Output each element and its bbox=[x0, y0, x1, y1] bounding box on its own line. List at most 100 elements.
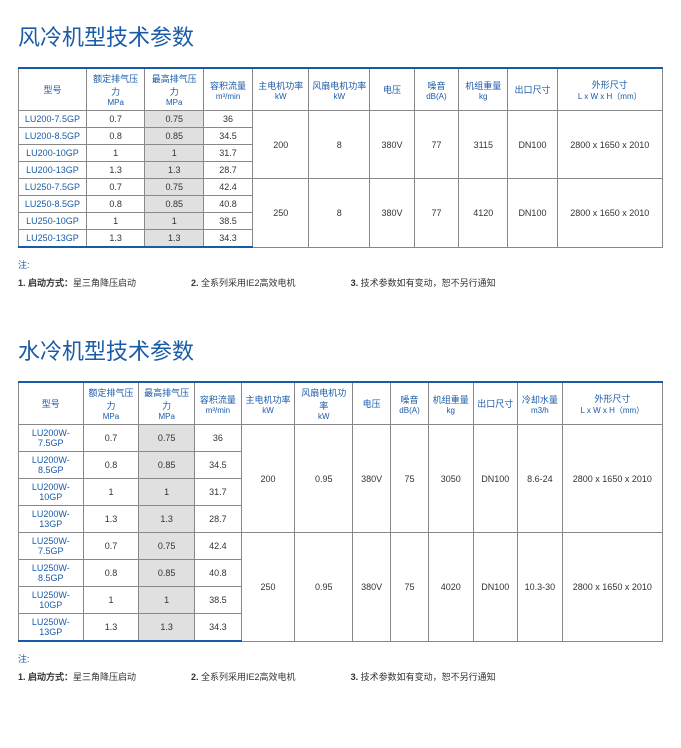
col-header: 风扇电机功率kW bbox=[309, 68, 370, 111]
cell-rated: 0.8 bbox=[86, 128, 145, 145]
cell-rated: 1 bbox=[83, 587, 139, 614]
cell-model: LU200-13GP bbox=[19, 162, 87, 179]
cell-model: LU250W-7.5GP bbox=[19, 533, 84, 560]
cell-flow: 42.4 bbox=[203, 179, 252, 196]
cell-size: 2800 x 1650 x 2010 bbox=[562, 425, 662, 533]
cell-flow: 34.3 bbox=[195, 614, 242, 642]
col-header: 电压 bbox=[353, 382, 391, 425]
table-row: LU200W-7.5GP0.70.75362000.95380V753050DN… bbox=[19, 425, 663, 452]
cell-model: LU250-10GP bbox=[19, 213, 87, 230]
cell-max: 0.75 bbox=[139, 425, 195, 452]
cell-voltage: 380V bbox=[353, 425, 391, 533]
water-cooled-table: 型号额定排气压力MPa最高排气压力MPa容积流量m³/min主电机功率kW风扇电… bbox=[18, 381, 663, 642]
note-item: 3. 技术参数如有变动，恕不另行通知 bbox=[351, 276, 496, 289]
air-cooled-title: 风冷机型技术参数 bbox=[18, 20, 663, 52]
cell-rated: 0.8 bbox=[83, 560, 139, 587]
cell-max: 0.85 bbox=[139, 452, 195, 479]
cell-rated: 0.8 bbox=[83, 452, 139, 479]
cell-flow: 34.3 bbox=[203, 230, 252, 248]
cell-max: 1.3 bbox=[145, 230, 204, 248]
col-header: 噪音dB(A) bbox=[391, 382, 429, 425]
cell-flow: 38.5 bbox=[203, 213, 252, 230]
cell-noise: 75 bbox=[391, 425, 429, 533]
cell-outlet: DN100 bbox=[473, 533, 518, 642]
cell-max: 0.75 bbox=[145, 111, 204, 128]
col-header: 外形尺寸L x W x H（mm） bbox=[557, 68, 662, 111]
cell-max: 0.75 bbox=[145, 179, 204, 196]
water-cooled-section: 水冷机型技术参数 型号额定排气压力MPa最高排气压力MPa容积流量m³/min主… bbox=[18, 334, 663, 683]
cell-flow: 40.8 bbox=[203, 196, 252, 213]
col-header: 型号 bbox=[19, 68, 87, 111]
cell-voltage: 380V bbox=[353, 533, 391, 642]
col-header: 外形尺寸L x W x H（mm） bbox=[562, 382, 662, 425]
cell-fan-power: 0.95 bbox=[295, 533, 353, 642]
cell-outlet: DN100 bbox=[508, 111, 557, 179]
note-item: 3. 技术参数如有变动，恕不另行通知 bbox=[351, 670, 496, 683]
col-header: 风扇电机功率kW bbox=[295, 382, 353, 425]
cell-weight: 4020 bbox=[428, 533, 473, 642]
cell-flow: 31.7 bbox=[195, 479, 242, 506]
cell-rated: 1 bbox=[86, 213, 145, 230]
cell-flow: 38.5 bbox=[195, 587, 242, 614]
col-header: 容积流量m³/min bbox=[203, 68, 252, 111]
table-row: LU250-7.5GP0.70.7542.42508380V774120DN10… bbox=[19, 179, 663, 196]
cell-model: LU250W-8.5GP bbox=[19, 560, 84, 587]
cell-max: 1 bbox=[139, 479, 195, 506]
cell-rated: 0.7 bbox=[83, 425, 139, 452]
cell-flow: 28.7 bbox=[203, 162, 252, 179]
cell-rated: 1 bbox=[86, 145, 145, 162]
cell-rated: 0.7 bbox=[86, 111, 145, 128]
cell-rated: 1.3 bbox=[86, 162, 145, 179]
col-header: 冷却水量m3/h bbox=[518, 382, 563, 425]
col-header: 机组重量kg bbox=[459, 68, 508, 111]
cell-model: LU250-13GP bbox=[19, 230, 87, 248]
cell-model: LU200W-10GP bbox=[19, 479, 84, 506]
cell-flow: 31.7 bbox=[203, 145, 252, 162]
cell-rated: 0.7 bbox=[86, 179, 145, 196]
notes-label: 注: bbox=[18, 258, 663, 271]
cell-flow: 36 bbox=[195, 425, 242, 452]
col-header: 电压 bbox=[370, 68, 414, 111]
note-item: 1. 启动方式：星三角降压启动 bbox=[18, 670, 136, 683]
table-row: LU200-7.5GP0.70.75362008380V773115DN1002… bbox=[19, 111, 663, 128]
cell-weight: 3115 bbox=[459, 111, 508, 179]
cell-rated: 1.3 bbox=[83, 614, 139, 642]
cell-main-power: 200 bbox=[241, 425, 294, 533]
cell-main-power: 200 bbox=[253, 111, 309, 179]
cell-outlet: DN100 bbox=[508, 179, 557, 248]
col-header: 最高排气压力MPa bbox=[145, 68, 204, 111]
cell-model: LU200W-13GP bbox=[19, 506, 84, 533]
cell-max: 0.85 bbox=[145, 196, 204, 213]
cell-flow: 34.5 bbox=[203, 128, 252, 145]
col-header: 噪音dB(A) bbox=[414, 68, 458, 111]
cell-model: LU200W-7.5GP bbox=[19, 425, 84, 452]
cell-model: LU200W-8.5GP bbox=[19, 452, 84, 479]
cell-max: 1 bbox=[139, 587, 195, 614]
cell-model: LU250W-10GP bbox=[19, 587, 84, 614]
col-header: 容积流量m³/min bbox=[195, 382, 242, 425]
cell-cooling: 8.6-24 bbox=[518, 425, 563, 533]
cell-fan-power: 8 bbox=[309, 111, 370, 179]
cell-flow: 34.5 bbox=[195, 452, 242, 479]
cell-main-power: 250 bbox=[253, 179, 309, 248]
cell-model: LU250W-13GP bbox=[19, 614, 84, 642]
cell-max: 1 bbox=[145, 213, 204, 230]
cell-fan-power: 8 bbox=[309, 179, 370, 248]
cell-model: LU250-8.5GP bbox=[19, 196, 87, 213]
cell-size: 2800 x 1650 x 2010 bbox=[557, 111, 662, 179]
cell-rated: 1 bbox=[83, 479, 139, 506]
cell-rated: 0.7 bbox=[83, 533, 139, 560]
cell-cooling: 10.3-30 bbox=[518, 533, 563, 642]
cell-weight: 3050 bbox=[428, 425, 473, 533]
cell-flow: 42.4 bbox=[195, 533, 242, 560]
cell-size: 2800 x 1650 x 2010 bbox=[562, 533, 662, 642]
cell-max: 0.85 bbox=[145, 128, 204, 145]
cell-rated: 1.3 bbox=[86, 230, 145, 248]
col-header: 额定排气压力MPa bbox=[86, 68, 145, 111]
note-item: 2. 全系列采用IE2高效电机 bbox=[191, 670, 296, 683]
col-header: 出口尺寸 bbox=[473, 382, 518, 425]
cell-noise: 75 bbox=[391, 533, 429, 642]
col-header: 机组重量kg bbox=[428, 382, 473, 425]
col-header: 主电机功率kW bbox=[253, 68, 309, 111]
cell-max: 0.85 bbox=[139, 560, 195, 587]
